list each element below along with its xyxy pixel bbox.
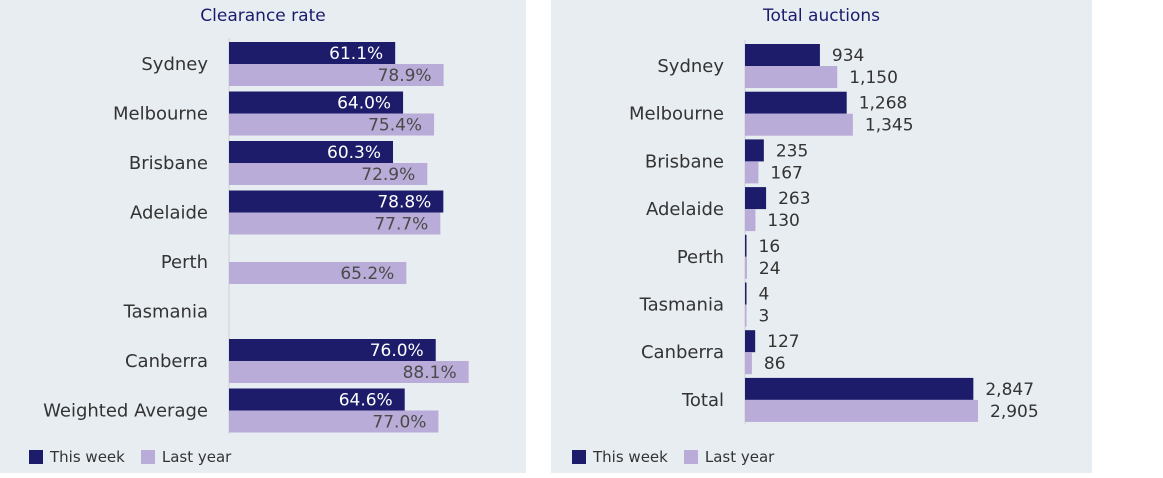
data-label-this-week-total: 2,847 bbox=[985, 380, 1034, 400]
data-label-last-year-perth: 24 bbox=[759, 259, 781, 279]
legend-item-this-week: This week bbox=[572, 448, 668, 466]
data-label-this-week-canberra: 127 bbox=[767, 332, 799, 352]
bar-last-year-canberra bbox=[229, 361, 469, 383]
data-label-this-week-brisbane: 60.3% bbox=[327, 143, 381, 163]
data-label-this-week-adelaide: 78.8% bbox=[377, 193, 431, 213]
category-label-sydney: Sydney bbox=[657, 56, 724, 77]
bar-last-year-brisbane bbox=[229, 163, 428, 185]
legend-swatch-last-year bbox=[683, 450, 698, 464]
bar-last-year-perth bbox=[229, 262, 407, 284]
bar-last-year-perth bbox=[745, 256, 747, 279]
total-auctions-legend: This week Last year bbox=[572, 448, 790, 466]
data-label-this-week-perth: 16 bbox=[759, 237, 781, 257]
data-label-last-year-sydney: 78.9% bbox=[378, 66, 432, 86]
legend-swatch-last-year bbox=[140, 450, 155, 464]
data-label-this-week-weighted-average: 64.6% bbox=[339, 391, 393, 411]
category-label-total: Total bbox=[681, 390, 724, 411]
data-label-this-week-tasmania: 4 bbox=[759, 285, 770, 305]
total-auctions-panel: Total auctions Sydney 934 1,150 Melbourne 1,… bbox=[551, 0, 1092, 473]
bar-last-year-brisbane bbox=[745, 161, 759, 184]
category-label-perth: Perth bbox=[161, 252, 208, 273]
bar-this-week-adelaide bbox=[745, 187, 767, 210]
category-label-melbourne: Melbourne bbox=[113, 104, 208, 125]
data-label-last-year-weighted-average: 77.0% bbox=[372, 413, 426, 433]
category-label-adelaide: Adelaide bbox=[130, 203, 208, 224]
legend-label-last-year: Last year bbox=[161, 448, 232, 466]
bar-last-year-tasmania bbox=[745, 304, 747, 327]
category-label-tasmania: Tasmania bbox=[123, 302, 208, 323]
category-label-weighted-average: Weighted Average bbox=[43, 401, 208, 422]
data-label-this-week-canberra: 76.0% bbox=[370, 341, 424, 361]
data-label-this-week-melbourne: 1,268 bbox=[859, 94, 908, 114]
clearance-rate-chart: Sydney 61.1%78.9% Melbourne 64.0%75.4% Brisb… bbox=[43, 38, 469, 434]
bar-this-week-total bbox=[745, 377, 974, 400]
bar-this-week-brisbane bbox=[229, 141, 394, 163]
category-label-melbourne: Melbourne bbox=[629, 104, 724, 125]
category-label-brisbane: Brisbane bbox=[129, 153, 208, 174]
bar-last-year-canberra bbox=[745, 352, 752, 375]
legend-label-last-year: Last year bbox=[704, 448, 775, 466]
data-label-last-year-melbourne: 75.4% bbox=[368, 116, 422, 136]
bar-this-week-melbourne bbox=[745, 91, 847, 114]
data-label-this-week-sydney: 61.1% bbox=[329, 44, 383, 64]
data-label-last-year-perth: 65.2% bbox=[340, 264, 394, 284]
bar-last-year-sydney bbox=[229, 64, 444, 86]
legend-item-last-year: Last year bbox=[140, 448, 232, 466]
data-label-last-year-brisbane: 72.9% bbox=[361, 165, 415, 185]
data-label-last-year-adelaide: 77.7% bbox=[374, 215, 428, 235]
bar-last-year-melbourne bbox=[745, 113, 853, 136]
bar-last-year-melbourne bbox=[229, 113, 435, 136]
category-label-brisbane: Brisbane bbox=[645, 151, 724, 172]
category-label-adelaide: Adelaide bbox=[646, 199, 724, 220]
bar-last-year-adelaide bbox=[745, 209, 756, 232]
bar-this-week-sydney bbox=[229, 42, 396, 64]
clearance-rate-legend: This week Last year bbox=[29, 448, 247, 466]
bar-last-year-total bbox=[745, 399, 978, 422]
category-label-canberra: Canberra bbox=[125, 351, 208, 372]
category-label-perth: Perth bbox=[677, 247, 724, 268]
bar-last-year-adelaide bbox=[229, 212, 441, 235]
data-label-this-week-adelaide: 263 bbox=[778, 189, 810, 209]
bar-this-week-sydney bbox=[745, 44, 820, 66]
clearance-rate-title: Clearance rate bbox=[200, 6, 326, 26]
category-label-tasmania: Tasmania bbox=[639, 295, 724, 316]
data-label-last-year-sydney: 1,150 bbox=[849, 68, 898, 88]
data-label-this-week-melbourne: 64.0% bbox=[337, 94, 391, 114]
data-label-last-year-total: 2,905 bbox=[990, 402, 1039, 422]
category-label-sydney: Sydney bbox=[141, 54, 208, 75]
bar-this-week-melbourne bbox=[229, 91, 404, 114]
category-label-canberra: Canberra bbox=[641, 342, 724, 363]
bar-this-week-brisbane bbox=[745, 139, 764, 162]
data-label-last-year-tasmania: 3 bbox=[759, 307, 770, 327]
data-label-last-year-brisbane: 167 bbox=[770, 163, 802, 183]
bar-this-week-adelaide bbox=[229, 190, 444, 213]
legend-label-this-week: This week bbox=[593, 448, 668, 466]
legend-swatch-this-week bbox=[572, 450, 586, 464]
total-auctions-title: Total auctions bbox=[762, 6, 881, 26]
bar-this-week-tasmania bbox=[745, 282, 747, 305]
legend-item-this-week: This week bbox=[29, 448, 125, 466]
data-label-last-year-canberra: 88.1% bbox=[403, 363, 457, 383]
data-label-this-week-sydney: 934 bbox=[832, 46, 864, 66]
clearance-rate-panel: Clearance rate Sydney 61.1% 78.9% Melbourne… bbox=[0, 0, 526, 473]
bar-last-year-weighted-average bbox=[229, 410, 439, 433]
data-label-last-year-canberra: 86 bbox=[764, 354, 786, 374]
bar-this-week-canberra bbox=[229, 339, 436, 361]
legend-item-last-year: Last year bbox=[683, 448, 775, 466]
data-label-this-week-brisbane: 235 bbox=[776, 141, 808, 161]
bar-this-week-perth bbox=[745, 234, 747, 257]
bar-this-week-weighted-average bbox=[229, 388, 405, 411]
legend-swatch-this-week bbox=[29, 450, 43, 464]
data-label-last-year-adelaide: 130 bbox=[767, 211, 799, 231]
data-label-last-year-melbourne: 1,345 bbox=[865, 116, 914, 136]
bar-last-year-sydney bbox=[745, 66, 838, 88]
legend-label-this-week: This week bbox=[50, 448, 125, 466]
bar-this-week-canberra bbox=[745, 330, 756, 353]
